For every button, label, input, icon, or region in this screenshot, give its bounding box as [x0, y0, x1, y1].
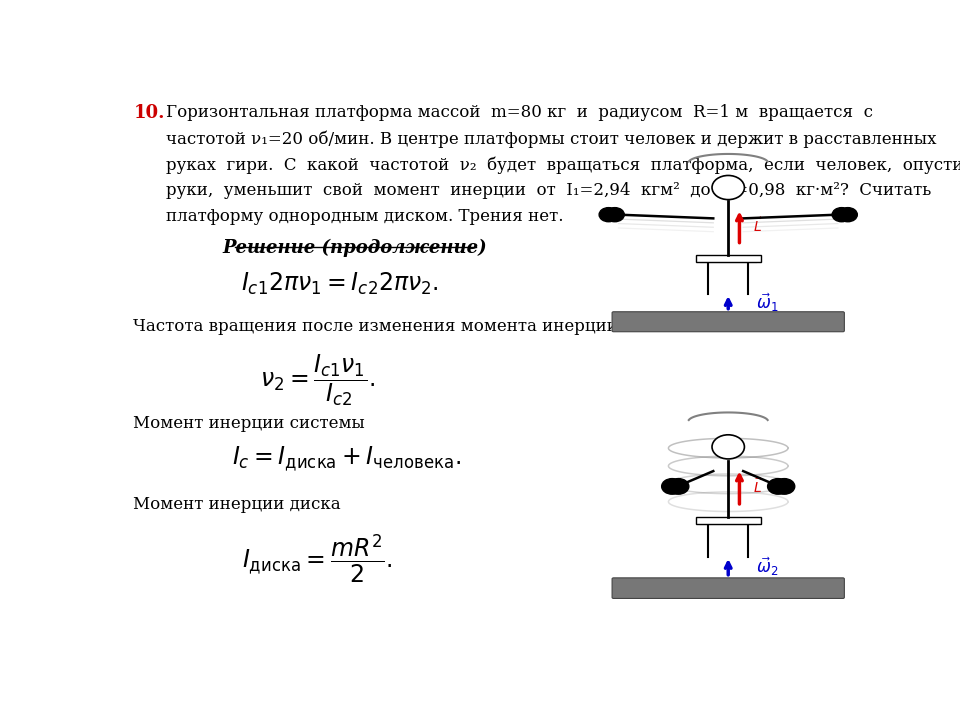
Text: $\vec{L}$: $\vec{L}$ — [754, 477, 763, 495]
Text: $\vec{L}$: $\vec{L}$ — [754, 217, 763, 235]
Text: частотой ν₁=20 об/мин. В центре платформы стоит человек и держит в расставленных: частотой ν₁=20 об/мин. В центре платформ… — [166, 130, 937, 148]
Text: руки,  уменьшит  свой  момент  инерции  от  I₁=2,94  кгм²  до  I₂=0,98  кг·м²?  : руки, уменьшит свой момент инерции от I₁… — [166, 182, 931, 199]
Bar — [696, 256, 760, 262]
Text: $\vec{\omega}_2$: $\vec{\omega}_2$ — [756, 556, 778, 578]
Circle shape — [712, 435, 744, 459]
Text: платформу однородным диском. Трения нет.: платформу однородным диском. Трения нет. — [166, 208, 564, 225]
Text: Горизонтальная платформа массой  m=80 кг  и  радиусом  R=1 м  вращается  с: Горизонтальная платформа массой m=80 кг … — [166, 104, 874, 121]
Text: 10.: 10. — [133, 104, 165, 122]
Text: $I_{c1}2\pi\nu_1 = I_{c2}2\pi\nu_2.$: $I_{c1}2\pi\nu_1 = I_{c2}2\pi\nu_2.$ — [241, 271, 439, 297]
FancyBboxPatch shape — [612, 578, 845, 598]
Circle shape — [712, 176, 744, 199]
Text: Частота вращения после изменения момента инерции: Частота вращения после изменения момента… — [133, 318, 618, 335]
Text: Решение (продолжение): Решение (продолжение) — [222, 238, 487, 256]
Text: $\nu_2 = \dfrac{I_{c1}\nu_1}{I_{c2}}.$: $\nu_2 = \dfrac{I_{c1}\nu_1}{I_{c2}}.$ — [260, 353, 374, 408]
Text: $\vec{\omega}_1$: $\vec{\omega}_1$ — [756, 291, 779, 314]
Circle shape — [832, 207, 852, 222]
Circle shape — [599, 207, 618, 222]
Bar — [696, 517, 760, 524]
Text: $I_c = I_{\rm \mathsf{диска}} + I_{\rm \mathsf{человека}}.$: $I_c = I_{\rm \mathsf{диска}} + I_{\rm \… — [232, 444, 462, 472]
Circle shape — [768, 479, 788, 494]
Circle shape — [774, 479, 795, 494]
Circle shape — [668, 479, 689, 494]
Text: $I_{\rm \mathsf{диска}} = \dfrac{mR^2}{2}.$: $I_{\rm \mathsf{диска}} = \dfrac{mR^2}{2… — [242, 533, 393, 585]
Text: руках  гири.  С  какой  частотой  ν₂  будет  вращаться  платформа,  если  челове: руках гири. С какой частотой ν₂ будет вр… — [166, 156, 960, 174]
Text: Момент инерции системы: Момент инерции системы — [133, 415, 365, 431]
Circle shape — [606, 207, 624, 222]
FancyBboxPatch shape — [612, 312, 845, 332]
Text: Момент инерции диска: Момент инерции диска — [133, 495, 341, 513]
Circle shape — [838, 207, 857, 222]
Circle shape — [661, 479, 683, 494]
